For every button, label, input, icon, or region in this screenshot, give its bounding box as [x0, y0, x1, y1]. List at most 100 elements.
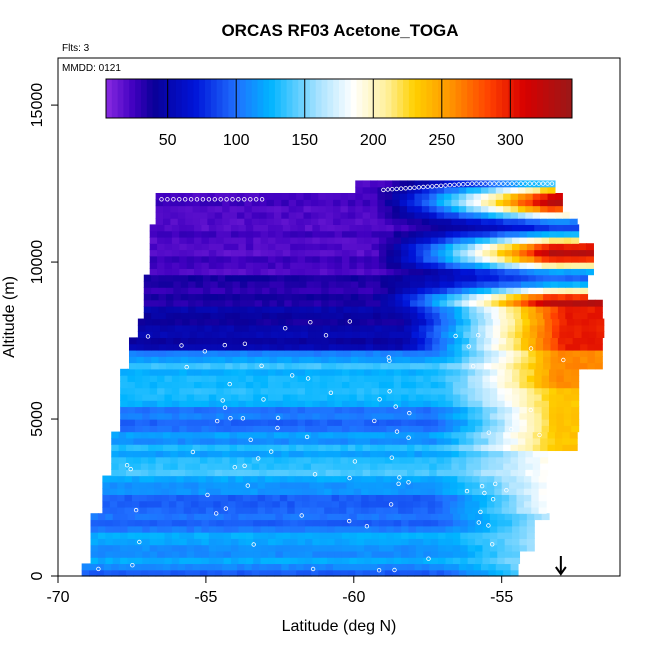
- heat-cell: [415, 400, 424, 408]
- heat-cell: [445, 387, 454, 395]
- heat-cell: [475, 425, 484, 433]
- heat-cell: [445, 224, 454, 232]
- heat-cell: [458, 563, 467, 571]
- heat-cell: [415, 544, 424, 552]
- heat-cell: [464, 494, 473, 502]
- heat-cell: [482, 544, 491, 552]
- heat-cell: [247, 337, 256, 345]
- heat-cell: [210, 362, 219, 370]
- heat-cell: [482, 400, 491, 408]
- heat-cell: [118, 431, 127, 439]
- heat-cell: [414, 469, 423, 477]
- heat-cell: [386, 387, 395, 395]
- heat-cell: [179, 368, 188, 376]
- heat-cell: [500, 318, 509, 326]
- heat-cell: [364, 550, 373, 558]
- heat-cell: [538, 475, 547, 483]
- heat-cell: [534, 249, 543, 257]
- heat-cell: [216, 375, 225, 382]
- heat-cell: [179, 550, 188, 558]
- heat-cell: [436, 199, 445, 207]
- heat-cell: [149, 224, 158, 232]
- heat-cell: [281, 462, 290, 470]
- heat-cell: [118, 437, 127, 445]
- heat-cell: [362, 456, 371, 464]
- heat-cell: [180, 343, 189, 351]
- heat-cell: [364, 381, 373, 389]
- heat-cell: [565, 274, 574, 282]
- sample-point: [561, 357, 566, 363]
- heat-cell: [164, 236, 173, 244]
- heat-cell: [401, 419, 410, 426]
- heat-cell: [460, 400, 469, 408]
- heat-cell: [392, 192, 401, 200]
- heat-cell: [318, 563, 327, 571]
- heat-cell: [504, 381, 513, 389]
- heat-cell: [140, 437, 149, 445]
- colorbar-segment: [228, 79, 235, 118]
- heat-cell: [557, 337, 566, 345]
- heat-cell: [409, 362, 418, 370]
- heat-cell: [179, 268, 188, 276]
- heat-cell: [439, 362, 448, 370]
- heat-cell: [417, 337, 426, 345]
- heat-cell: [300, 324, 309, 332]
- heat-cell: [436, 211, 445, 219]
- heat-cell: [164, 425, 173, 433]
- heat-cell: [430, 368, 439, 376]
- heat-cell: [497, 393, 506, 401]
- heat-cell: [195, 343, 204, 351]
- sample-point: [242, 197, 247, 202]
- heat-cell: [217, 287, 226, 295]
- heat-cell: [202, 312, 211, 320]
- heat-cell: [251, 444, 260, 452]
- heat-cell: [279, 494, 288, 502]
- heat-cell: [163, 211, 171, 219]
- heat-cell: [303, 199, 312, 207]
- heat-cell: [297, 268, 306, 276]
- heat-cell: [528, 287, 537, 295]
- heat-cell: [180, 306, 189, 313]
- heat-cell: [157, 419, 166, 426]
- heat-cell: [438, 532, 447, 539]
- heat-cell: [299, 337, 308, 345]
- heat-cell: [225, 349, 234, 357]
- heat-cell: [118, 563, 127, 571]
- heat-cell: [535, 274, 544, 282]
- heat-cell: [260, 268, 269, 276]
- heat-cell: [238, 406, 247, 414]
- heat-cell: [504, 375, 513, 382]
- heat-cell: [438, 230, 447, 238]
- heat-cell: [177, 211, 186, 219]
- heat-cell: [334, 532, 343, 539]
- heat-cell: [248, 324, 257, 332]
- heat-cell: [268, 243, 276, 251]
- heat-cell: [483, 299, 492, 307]
- heat-cell: [192, 563, 201, 571]
- sample-point: [177, 197, 182, 202]
- heat-cell: [154, 475, 163, 483]
- heat-cell: [417, 299, 426, 307]
- sample-point: [392, 567, 397, 573]
- heat-cell: [409, 349, 418, 357]
- heat-cell: [341, 400, 350, 408]
- heat-cell: [337, 324, 346, 332]
- heat-cell: [377, 437, 386, 445]
- heat-cell: [371, 544, 380, 552]
- heat-cell: [297, 538, 306, 546]
- heat-cell: [469, 280, 478, 288]
- heat-cell: [547, 205, 556, 213]
- heat-cell: [519, 544, 528, 552]
- heat-cell: [461, 287, 470, 295]
- heat-cell: [177, 563, 186, 571]
- sample-point: [421, 184, 426, 190]
- heat-cell: [238, 419, 247, 426]
- heat-cell: [399, 444, 408, 452]
- heat-cell: [358, 287, 367, 295]
- heat-cell: [192, 205, 201, 213]
- heat-cell: [131, 500, 140, 508]
- heat-cell: [587, 306, 596, 313]
- heat-cell: [543, 293, 552, 301]
- heat-cell: [164, 550, 173, 558]
- heat-cell: [457, 494, 466, 502]
